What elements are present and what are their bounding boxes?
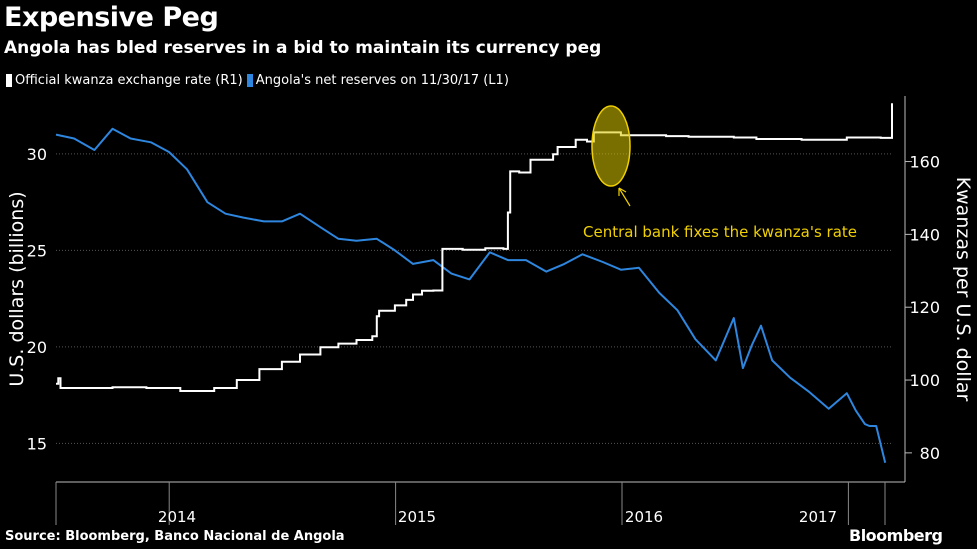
chart-subtitle: Angola has bled reserves in a bid to mai… — [4, 38, 602, 58]
right-axis-title: Kwanzas per U.S. dollar — [952, 177, 974, 402]
x-tick-label: 2017 — [799, 508, 837, 526]
legend-item-reserves: Angola's net reserves on 11/30/17 (L1) — [246, 73, 509, 88]
left-tick-label: 15 — [27, 434, 47, 453]
right-tick-label: 120 — [909, 298, 940, 317]
x-tick-label: 2015 — [398, 508, 436, 526]
left-axis-title: U.S. dollars (billions) — [6, 191, 28, 386]
legend-swatch-reserves — [246, 74, 253, 87]
highlight-ellipse — [591, 105, 631, 187]
legend: Official kwanza exchange rate (R1) Angol… — [6, 73, 513, 88]
chart-title: Expensive Peg — [4, 2, 219, 33]
source-note: Source: Bloomberg, Banco Nacional de Ang… — [5, 529, 345, 544]
left-tick-label: 30 — [27, 145, 47, 164]
left-tick-label: 20 — [27, 338, 47, 357]
grid-lines — [56, 153, 893, 444]
brand-logo: Bloomberg — [849, 526, 943, 545]
annotation-arrow — [618, 187, 631, 207]
annotation-label: Central bank fixes the kwanza's rate — [583, 223, 857, 241]
arrow-head — [618, 187, 627, 196]
right-tick-label: 140 — [909, 225, 940, 244]
axes: 15 20 25 30 80 100 120 140 160 2014 2015 2016 2017 U.… — [6, 96, 974, 526]
right-tick-label: 160 — [909, 153, 940, 172]
series-lines — [55, 103, 893, 463]
x-tick-label: 2016 — [625, 508, 663, 526]
annotation-group: Central bank fixes the kwanza's rate — [583, 105, 857, 241]
legend-label-rate: Official kwanza exchange rate (R1) — [15, 73, 243, 88]
left-tick-label: 25 — [27, 241, 47, 260]
legend-item-rate: Official kwanza exchange rate (R1) — [6, 73, 243, 88]
x-tick-label: 2014 — [158, 508, 196, 526]
series-line-reserves — [55, 127, 887, 463]
legend-label-reserves: Angola's net reserves on 11/30/17 (L1) — [255, 73, 509, 88]
legend-swatch-rate — [6, 74, 12, 87]
right-tick-label: 100 — [909, 371, 940, 390]
series-line-rate — [56, 103, 893, 392]
right-tick-label: 80 — [920, 444, 940, 463]
